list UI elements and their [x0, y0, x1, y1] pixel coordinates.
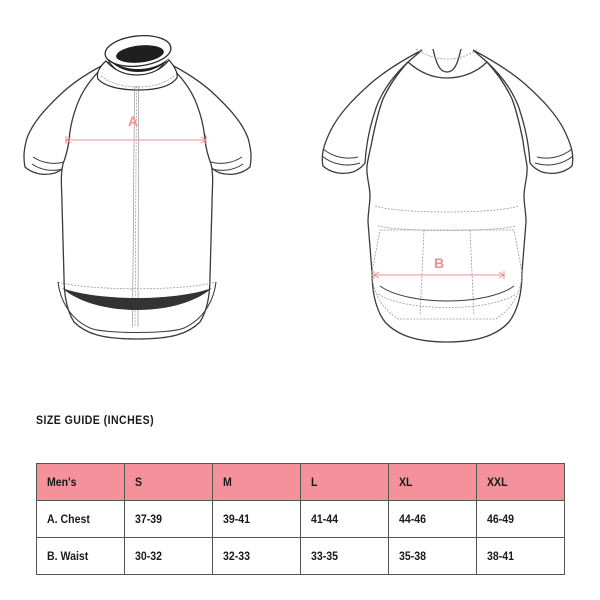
- svg-text:A: A: [128, 113, 138, 129]
- svg-text:B: B: [434, 255, 444, 271]
